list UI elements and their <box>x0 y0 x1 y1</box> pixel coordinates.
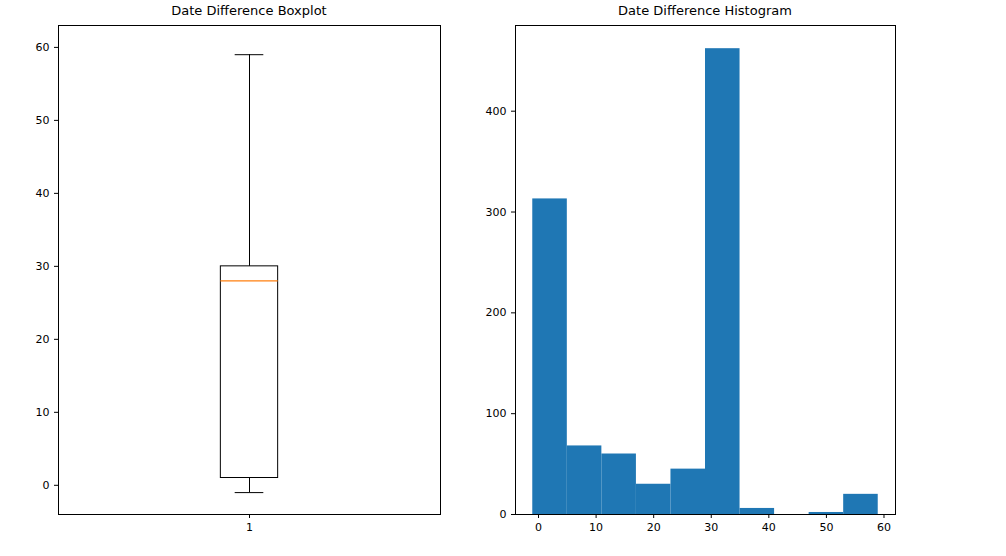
svg-text:0: 0 <box>535 521 542 534</box>
html-text:Date Difference Histogram: Date Difference Histogram <box>618 3 792 18</box>
svg-text:50: 50 <box>36 114 50 127</box>
svg-text:400: 400 <box>486 105 507 118</box>
svg-text:60: 60 <box>36 41 50 54</box>
svg-text:30: 30 <box>36 260 50 273</box>
svg-text:300: 300 <box>486 206 507 219</box>
svg-text:10: 10 <box>36 406 50 419</box>
html-text:Date Difference Boxplot: Date Difference Boxplot <box>171 3 327 18</box>
svg-text:20: 20 <box>647 521 661 534</box>
svg-text:30: 30 <box>704 521 718 534</box>
svg-text:200: 200 <box>486 306 507 319</box>
svg-text:20: 20 <box>36 333 50 346</box>
svg-text:1: 1 <box>246 521 253 534</box>
svg-text:40: 40 <box>36 187 50 200</box>
svg-text:50: 50 <box>819 521 833 534</box>
svg-text:10: 10 <box>589 521 603 534</box>
svg-text:0: 0 <box>500 508 507 521</box>
svg-text:100: 100 <box>486 407 507 420</box>
svg-text:0: 0 <box>43 479 50 492</box>
svg-text:40: 40 <box>762 521 776 534</box>
svg-text:60: 60 <box>877 521 891 534</box>
